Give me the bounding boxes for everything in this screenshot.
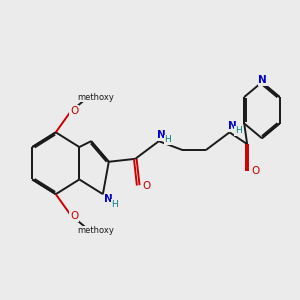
Text: methoxy: methoxy: [77, 226, 114, 236]
Text: O: O: [251, 167, 260, 176]
Text: H: H: [164, 135, 171, 144]
Text: N: N: [104, 194, 113, 205]
Text: H: H: [235, 126, 242, 135]
Text: O: O: [70, 106, 78, 116]
Text: methoxy: methoxy: [77, 92, 114, 101]
Text: O: O: [142, 181, 151, 191]
Text: N: N: [228, 122, 237, 131]
Text: N: N: [258, 75, 267, 85]
Text: O: O: [70, 211, 78, 221]
Text: methoxy: methoxy: [89, 95, 96, 97]
Text: H: H: [111, 200, 118, 209]
Text: N: N: [158, 130, 166, 140]
